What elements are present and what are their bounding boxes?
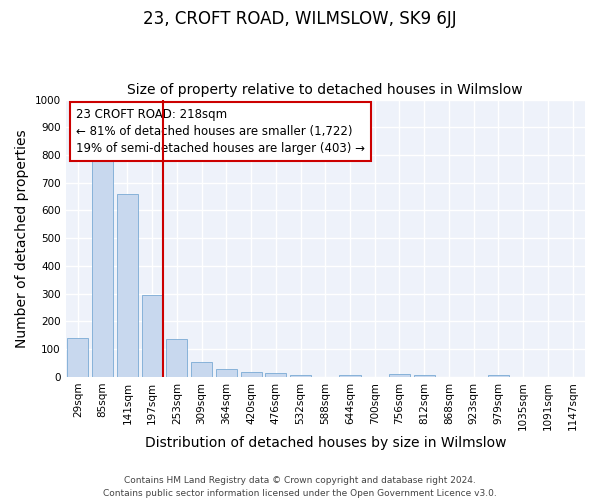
Bar [117,194,138,377]
Bar [166,340,187,377]
Bar [389,374,410,377]
Bar [265,372,286,377]
Bar [216,368,237,377]
Title: Size of property relative to detached houses in Wilmslow: Size of property relative to detached ho… [127,83,523,97]
Bar [488,374,509,377]
X-axis label: Distribution of detached houses by size in Wilmslow: Distribution of detached houses by size … [145,436,506,450]
Bar [67,338,88,377]
Text: 23 CROFT ROAD: 218sqm
← 81% of detached houses are smaller (1,722)
19% of semi-d: 23 CROFT ROAD: 218sqm ← 81% of detached … [76,108,365,155]
Bar [340,374,361,377]
Bar [241,372,262,377]
Bar [290,374,311,377]
Bar [414,374,435,377]
Y-axis label: Number of detached properties: Number of detached properties [15,129,29,348]
Bar [142,295,163,377]
Bar [92,160,113,377]
Text: 23, CROFT ROAD, WILMSLOW, SK9 6JJ: 23, CROFT ROAD, WILMSLOW, SK9 6JJ [143,10,457,28]
Text: Contains HM Land Registry data © Crown copyright and database right 2024.
Contai: Contains HM Land Registry data © Crown c… [103,476,497,498]
Bar [191,362,212,377]
